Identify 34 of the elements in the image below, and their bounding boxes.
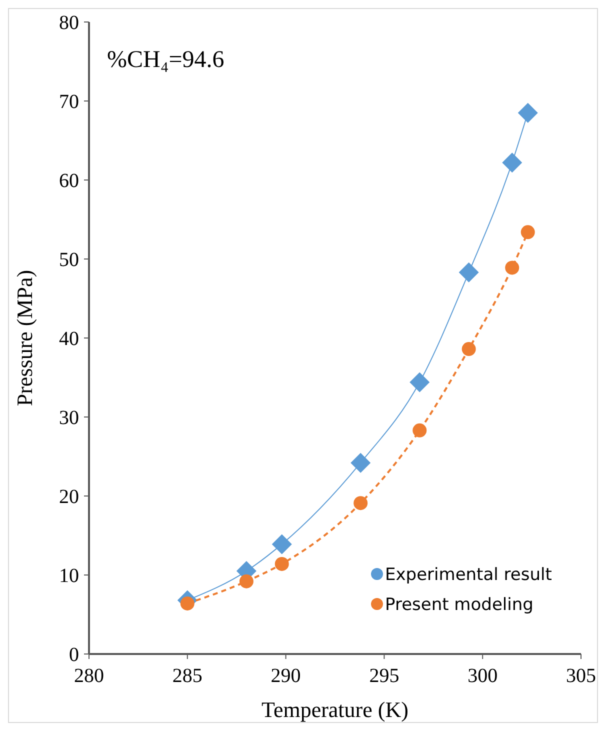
x-tick-label: 285 (172, 665, 202, 687)
point (458, 262, 479, 282)
point (520, 225, 535, 240)
x-axis-title: Temperature (K) (262, 697, 408, 722)
x-tick-label: 295 (369, 665, 400, 687)
y-tick-label: 30 (59, 407, 79, 429)
point (518, 102, 538, 123)
point (272, 534, 292, 554)
x-tick-label: 280 (74, 665, 104, 687)
point (410, 372, 430, 392)
y-tick-label: 0 (69, 644, 79, 666)
x-tick-label: 305 (566, 665, 596, 687)
point (502, 152, 522, 173)
point (412, 423, 427, 438)
y-tick-label: 20 (59, 486, 79, 508)
y-tick-label: 70 (59, 91, 79, 113)
annotation: %CH₄=94.6 (107, 47, 224, 73)
point (462, 342, 476, 356)
point (274, 556, 289, 571)
y-tick-label: 40 (59, 328, 79, 350)
legend-label: Present modeling (385, 594, 534, 615)
y-tick-label: 80 (59, 12, 79, 34)
y-tick-label: 50 (59, 249, 79, 271)
legend-label: Experimental result (385, 564, 552, 585)
point (505, 260, 520, 275)
x-tick-label: 300 (468, 665, 498, 687)
point (180, 596, 194, 610)
point (354, 496, 368, 510)
y-tick-label: 10 (59, 565, 79, 587)
y-tick-label: 60 (59, 170, 79, 192)
point (350, 452, 371, 473)
y-axis-title: Pressure (MPa) (12, 270, 37, 406)
point (239, 574, 254, 588)
x-tick-label: 290 (270, 665, 301, 687)
